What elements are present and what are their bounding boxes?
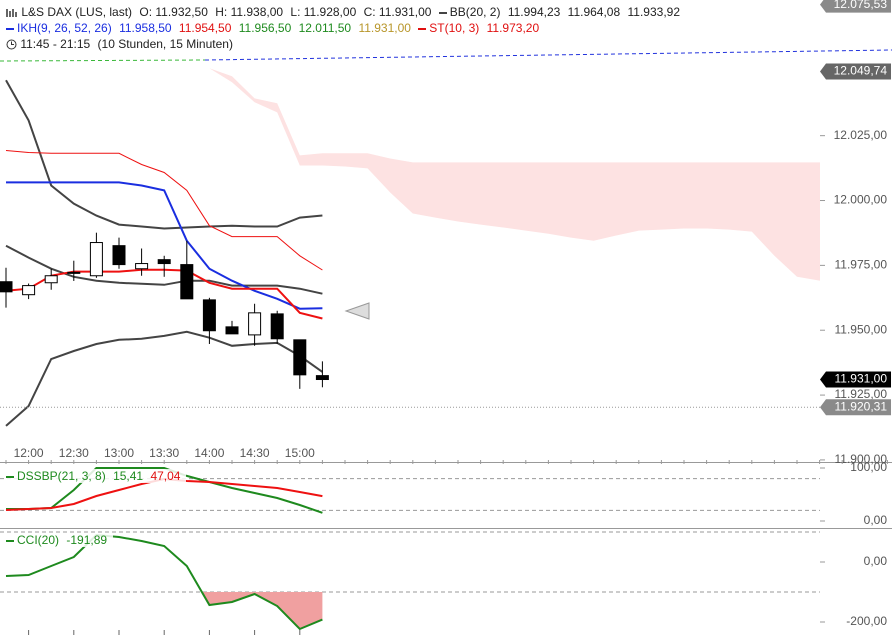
dss-legend: DSSBP(21, 3, 8) 15,41 47,04: [4, 468, 190, 484]
candle-body: [22, 285, 36, 296]
indicator-value: 11.964,08: [567, 5, 621, 19]
indicator-value: 11.958,50: [119, 21, 172, 35]
header-line-3: 11:45 - 21:15 (10 Stunden, 15 Minuten): [4, 36, 243, 52]
cci-legend: CCI(20) -191,89: [4, 532, 117, 548]
y-tick-label: 0,00: [864, 554, 888, 568]
x-tick-label: 12:00: [14, 446, 44, 460]
duration: (10 Stunden, 15 Minuten): [97, 37, 233, 51]
indicator-value: 11.994,23: [507, 5, 561, 19]
plot-area: [0, 68, 820, 427]
x-tick-label: 13:30: [149, 446, 179, 460]
indicator-value: 11.931,00: [358, 21, 411, 35]
price-flag: [820, 399, 891, 416]
y-tick-label: 12.000,00: [834, 193, 888, 207]
indicator-value: 11.954,50: [178, 21, 232, 35]
ichimoku-cloud: [209, 68, 820, 281]
line-series: [5, 533, 323, 631]
indicator-value: 47,04: [150, 469, 181, 483]
line-series: [5, 330, 323, 427]
candle-body: [44, 275, 58, 284]
indicator-name: IKH(9, 26, 52, 26): [17, 21, 112, 35]
candle-body: [0, 281, 13, 293]
x-tick-label: 14:30: [240, 446, 270, 460]
line-series: [6, 181, 323, 310]
candle-body: [67, 271, 81, 274]
header-line-1: L&S DAX (LUS, last) O: 11.932,50 H: 11.9…: [4, 4, 690, 20]
ohlc: O: 11.932,50: [139, 5, 208, 19]
y-tick-label: 0,00: [864, 513, 888, 527]
indicator-name: DSSBP(21, 3, 8): [17, 469, 106, 483]
ohlc: L: 11.928,00: [290, 5, 357, 19]
line-series: [5, 244, 323, 295]
line-series: [6, 467, 323, 514]
y-tick-label: 11.950,00: [835, 322, 888, 336]
ohlc: C: 11.931,00: [363, 5, 432, 19]
y-tick-label: 11.900,00: [835, 452, 888, 466]
price-flag-label: 11.920,31: [835, 399, 888, 413]
y-tick-label: 12.025,00: [834, 128, 888, 142]
indicator-name: ST(10, 3): [429, 21, 480, 35]
trend-line: [204, 49, 892, 61]
indicator-value: 11.933,92: [627, 5, 681, 19]
candle-body: [270, 313, 284, 340]
candle-body: [225, 326, 239, 335]
icon: [6, 8, 17, 17]
price-flag-label: 11.931,00: [835, 372, 888, 386]
x-tick-label: 14:00: [194, 446, 224, 460]
y-tick-label: 11.925,00: [835, 387, 888, 401]
indicator-value: 11.973,20: [486, 21, 540, 35]
trend-line: [0, 59, 206, 62]
candle-body: [89, 242, 103, 277]
x-tick-label: 13:00: [104, 446, 134, 460]
candle-body: [112, 245, 126, 266]
y-tick-label: 100,00: [850, 460, 887, 474]
price-flag-label: 12.075,53: [834, 0, 888, 11]
session: 11:45 - 21:15: [20, 37, 91, 51]
indicator-value: -191,89: [66, 533, 108, 547]
candle-body: [180, 264, 194, 300]
price-flag: [820, 371, 891, 388]
header-line-2: IKH(9, 26, 52, 26) 11.958,50 11.954,50 1…: [4, 20, 549, 36]
price-flag-label: 12.049,74: [834, 64, 888, 78]
x-tick-label: 15:00: [285, 446, 315, 460]
candle-body: [157, 259, 171, 265]
ohlc: H: 11.938,00: [215, 5, 284, 19]
indicator-value: 12.011,50: [298, 21, 352, 35]
y-tick-label: 11.975,00: [835, 258, 888, 272]
indicator-value: 11.956,50: [238, 21, 292, 35]
plot-area: [0, 531, 820, 631]
candle-body: [315, 375, 329, 381]
y-tick-label: -200,00: [846, 614, 887, 628]
candle-body: [202, 299, 216, 332]
price-flag: [820, 0, 891, 13]
price-pointer: [344, 302, 370, 320]
line-series: [5, 79, 323, 230]
x-tick-label: 12:30: [59, 446, 89, 460]
clock-icon: [6, 39, 17, 50]
indicator-name: BB(20, 2): [449, 5, 501, 19]
candle-body: [293, 339, 307, 376]
candle-body: [248, 312, 262, 336]
price-flag: [820, 63, 891, 80]
candle-body: [135, 263, 149, 270]
instrument: L&S DAX (LUS, last): [21, 5, 133, 19]
line-series: [5, 150, 323, 271]
indicator-name: CCI(20): [17, 533, 60, 547]
indicator-value: 15,41: [113, 469, 144, 483]
